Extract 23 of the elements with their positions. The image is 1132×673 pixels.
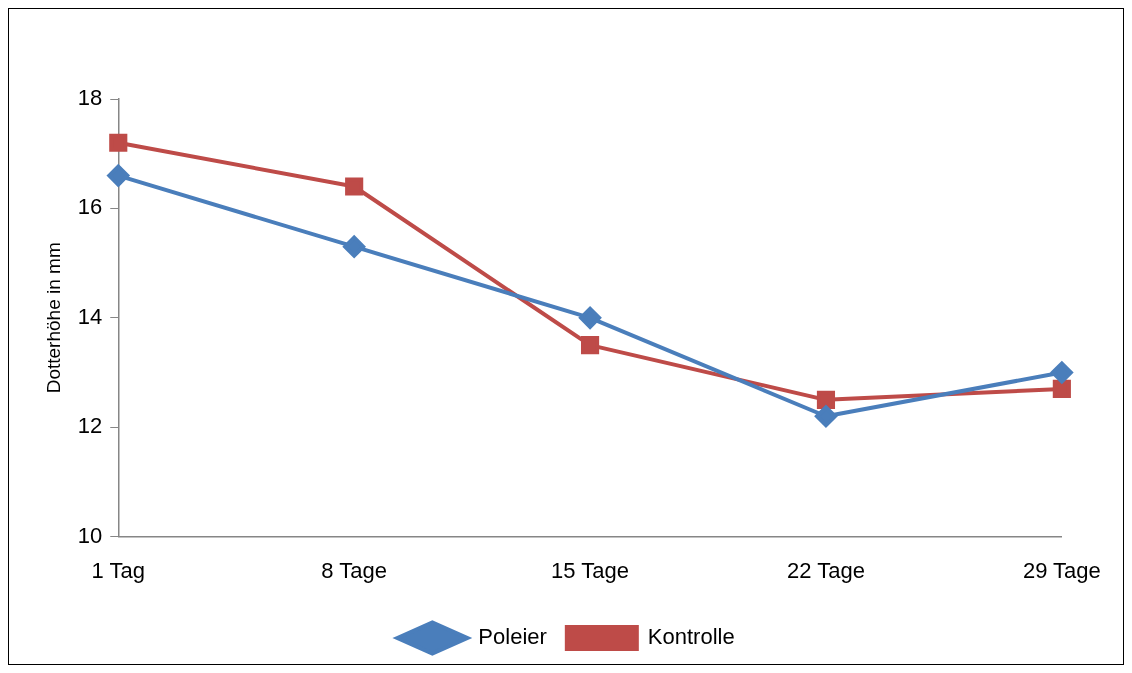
point (1050, 361, 1073, 384)
y-tick-label: 10 (77, 522, 103, 548)
y-tick-label: 18 (77, 85, 103, 111)
point (814, 405, 837, 428)
point (345, 177, 364, 196)
point (580, 336, 600, 355)
point (109, 133, 128, 152)
x-tick-label: 1 Tag (91, 557, 145, 583)
x-tick-label: 8 Tage (321, 557, 387, 583)
x-tick-label: 22 Tage (787, 557, 865, 583)
point (579, 306, 602, 329)
y-tick-label: 16 (77, 194, 103, 220)
y-tick-label: 14 (77, 303, 103, 329)
legend-label: Poleier (478, 624, 547, 650)
point (816, 390, 836, 409)
x-tick-label: 29 Tage (1022, 557, 1101, 583)
point (107, 164, 130, 187)
x-tick-label: 15 Tage (551, 557, 630, 583)
y-tick-label: 12 (77, 413, 103, 439)
y-axis-title: Dotterhöhe in mm (42, 242, 64, 394)
legend-label: Kontrolle (647, 624, 735, 650)
point (1052, 379, 1071, 398)
point (343, 235, 366, 258)
